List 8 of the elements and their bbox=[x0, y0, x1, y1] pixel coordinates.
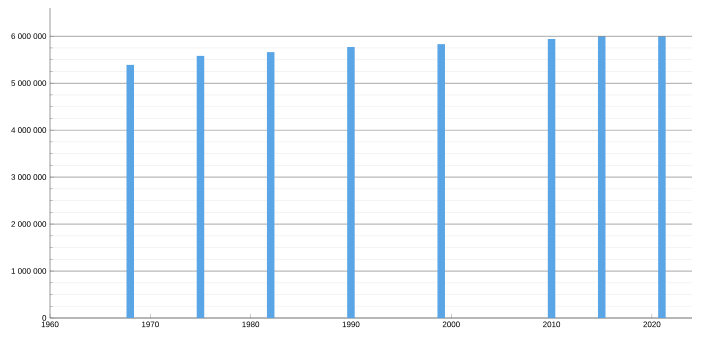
bar bbox=[347, 46, 355, 318]
bar bbox=[598, 36, 606, 318]
bar bbox=[437, 44, 445, 318]
bar bbox=[658, 36, 666, 318]
bar bbox=[196, 56, 204, 318]
bar bbox=[126, 64, 134, 318]
bar bbox=[266, 52, 274, 318]
bar bbox=[548, 39, 556, 318]
